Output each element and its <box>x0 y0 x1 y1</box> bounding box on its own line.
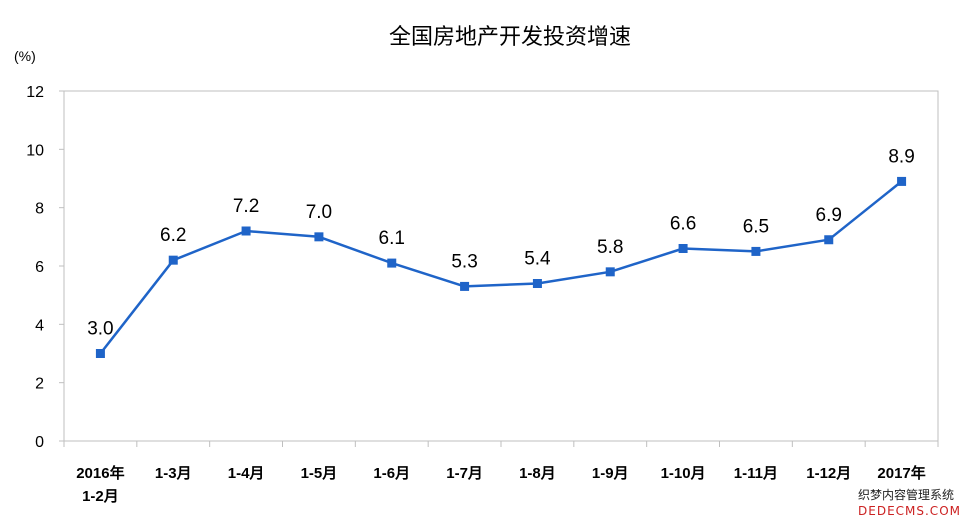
data-label: 3.0 <box>87 319 113 340</box>
y-tick-label: 10 <box>26 142 44 159</box>
y-tick-label: 0 <box>35 434 44 451</box>
data-point <box>824 235 834 245</box>
data-point <box>387 258 397 268</box>
y-tick-label: 12 <box>26 84 44 101</box>
data-label: 5.8 <box>597 237 623 258</box>
plot-area-border <box>63 90 939 442</box>
x-axis <box>63 441 939 447</box>
watermark-line-1: 织梦内容管理系统 <box>858 488 955 502</box>
data-label: 6.6 <box>670 214 696 235</box>
data-label: 7.0 <box>306 202 332 223</box>
data-point <box>168 255 178 265</box>
y-tick-label: 4 <box>35 317 44 334</box>
data-point <box>751 246 761 256</box>
y-tick-label: 2 <box>35 376 44 393</box>
data-label: 7.2 <box>233 196 259 217</box>
data-point <box>314 232 324 242</box>
data-point <box>678 244 688 253</box>
data-point <box>460 281 470 291</box>
chart-title: 全国房地产开发投资增速 <box>389 24 631 49</box>
watermark-line-2: DEDECMS.COM <box>858 504 961 518</box>
data-label: 8.9 <box>888 146 914 167</box>
data-label: 6.2 <box>160 225 186 246</box>
data-point <box>241 226 251 236</box>
series-line <box>99 180 903 355</box>
data-labels: 3.0 6.2 7.2 7.0 6.1 5.3 5.4 5.8 6.6 6.5 6.9 8.9 <box>87 146 915 339</box>
data-label: 6.5 <box>743 216 769 237</box>
data-label: 5.4 <box>524 249 551 270</box>
data-label: 6.9 <box>816 205 842 226</box>
y-axis: 0 2 4 6 8 10 12 <box>26 84 64 451</box>
data-point <box>605 267 615 277</box>
y-tick-label: 6 <box>35 259 44 276</box>
y-axis-unit: (%) <box>14 48 36 64</box>
data-label: 5.3 <box>451 251 477 272</box>
data-point <box>95 349 105 358</box>
y-tick-label: 8 <box>35 201 44 218</box>
data-label: 6.1 <box>379 228 405 249</box>
data-point <box>897 176 907 186</box>
data-markers <box>95 176 907 358</box>
data-point <box>532 279 542 288</box>
